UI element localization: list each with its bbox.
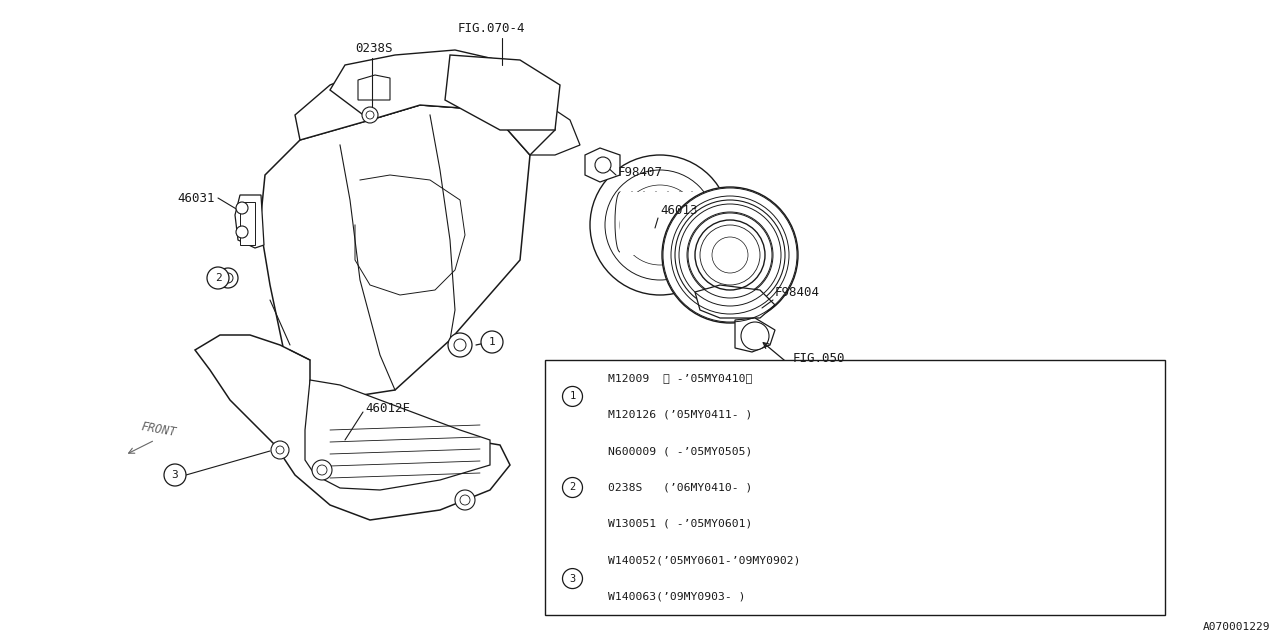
Polygon shape xyxy=(294,55,509,140)
Circle shape xyxy=(448,333,472,357)
Text: 3: 3 xyxy=(172,470,178,480)
Polygon shape xyxy=(620,192,700,255)
Circle shape xyxy=(164,464,186,486)
Text: 0238S   (’06MY0410- ): 0238S (’06MY0410- ) xyxy=(608,483,753,493)
Circle shape xyxy=(562,477,582,497)
Polygon shape xyxy=(735,318,774,352)
Text: 1: 1 xyxy=(570,392,576,401)
Bar xyxy=(545,360,1165,615)
Circle shape xyxy=(700,225,760,285)
Circle shape xyxy=(595,157,611,173)
Circle shape xyxy=(366,111,374,119)
Circle shape xyxy=(236,226,248,238)
Circle shape xyxy=(481,331,503,353)
Circle shape xyxy=(218,268,238,288)
Text: FRONT: FRONT xyxy=(140,420,178,440)
Polygon shape xyxy=(236,195,264,248)
Polygon shape xyxy=(445,55,561,130)
Polygon shape xyxy=(260,105,530,400)
Text: FIG.070-4: FIG.070-4 xyxy=(458,22,526,35)
Circle shape xyxy=(562,568,582,589)
Circle shape xyxy=(454,490,475,510)
Text: W140052(’05MY0601-’09MY0902): W140052(’05MY0601-’09MY0902) xyxy=(608,556,800,565)
Circle shape xyxy=(689,213,772,297)
Text: A070001229: A070001229 xyxy=(1202,622,1270,632)
Text: 0238S: 0238S xyxy=(355,42,393,54)
Text: F98404: F98404 xyxy=(774,285,820,298)
Text: FIG.050: FIG.050 xyxy=(794,351,846,365)
Text: 3: 3 xyxy=(570,573,576,584)
Circle shape xyxy=(460,495,470,505)
Text: M12009  〈 -’05MY0410〉: M12009 〈 -’05MY0410〉 xyxy=(608,373,753,383)
Circle shape xyxy=(590,155,730,295)
Text: W140063(’09MY0903- ): W140063(’09MY0903- ) xyxy=(608,592,745,602)
Circle shape xyxy=(675,200,785,310)
Circle shape xyxy=(317,465,326,475)
Circle shape xyxy=(236,202,248,214)
Text: 1: 1 xyxy=(489,337,495,347)
Polygon shape xyxy=(585,148,620,182)
Circle shape xyxy=(276,446,284,454)
Polygon shape xyxy=(241,202,255,245)
Polygon shape xyxy=(358,75,390,100)
Text: 46013: 46013 xyxy=(660,204,698,216)
Circle shape xyxy=(207,267,229,289)
Circle shape xyxy=(223,273,233,283)
Circle shape xyxy=(662,187,797,323)
Text: 2: 2 xyxy=(215,273,221,283)
Text: N600009 ( -’05MY0505): N600009 ( -’05MY0505) xyxy=(608,446,753,456)
Circle shape xyxy=(562,387,582,406)
Text: 2: 2 xyxy=(570,483,576,493)
Circle shape xyxy=(312,460,332,480)
Polygon shape xyxy=(490,80,580,155)
Circle shape xyxy=(271,441,289,459)
Text: 46012F: 46012F xyxy=(365,401,410,415)
Circle shape xyxy=(741,322,769,350)
Text: 46031: 46031 xyxy=(178,191,215,205)
Circle shape xyxy=(454,339,466,351)
Text: W130051 ( -’05MY0601): W130051 ( -’05MY0601) xyxy=(608,519,753,529)
Text: M120126 (’05MY0411- ): M120126 (’05MY0411- ) xyxy=(608,410,753,420)
Polygon shape xyxy=(305,380,490,490)
Circle shape xyxy=(620,185,700,265)
Circle shape xyxy=(712,237,748,273)
Circle shape xyxy=(362,107,378,123)
Polygon shape xyxy=(695,285,774,318)
Text: F98407: F98407 xyxy=(618,166,663,179)
Polygon shape xyxy=(195,335,509,520)
Polygon shape xyxy=(330,50,556,155)
Circle shape xyxy=(605,170,716,280)
